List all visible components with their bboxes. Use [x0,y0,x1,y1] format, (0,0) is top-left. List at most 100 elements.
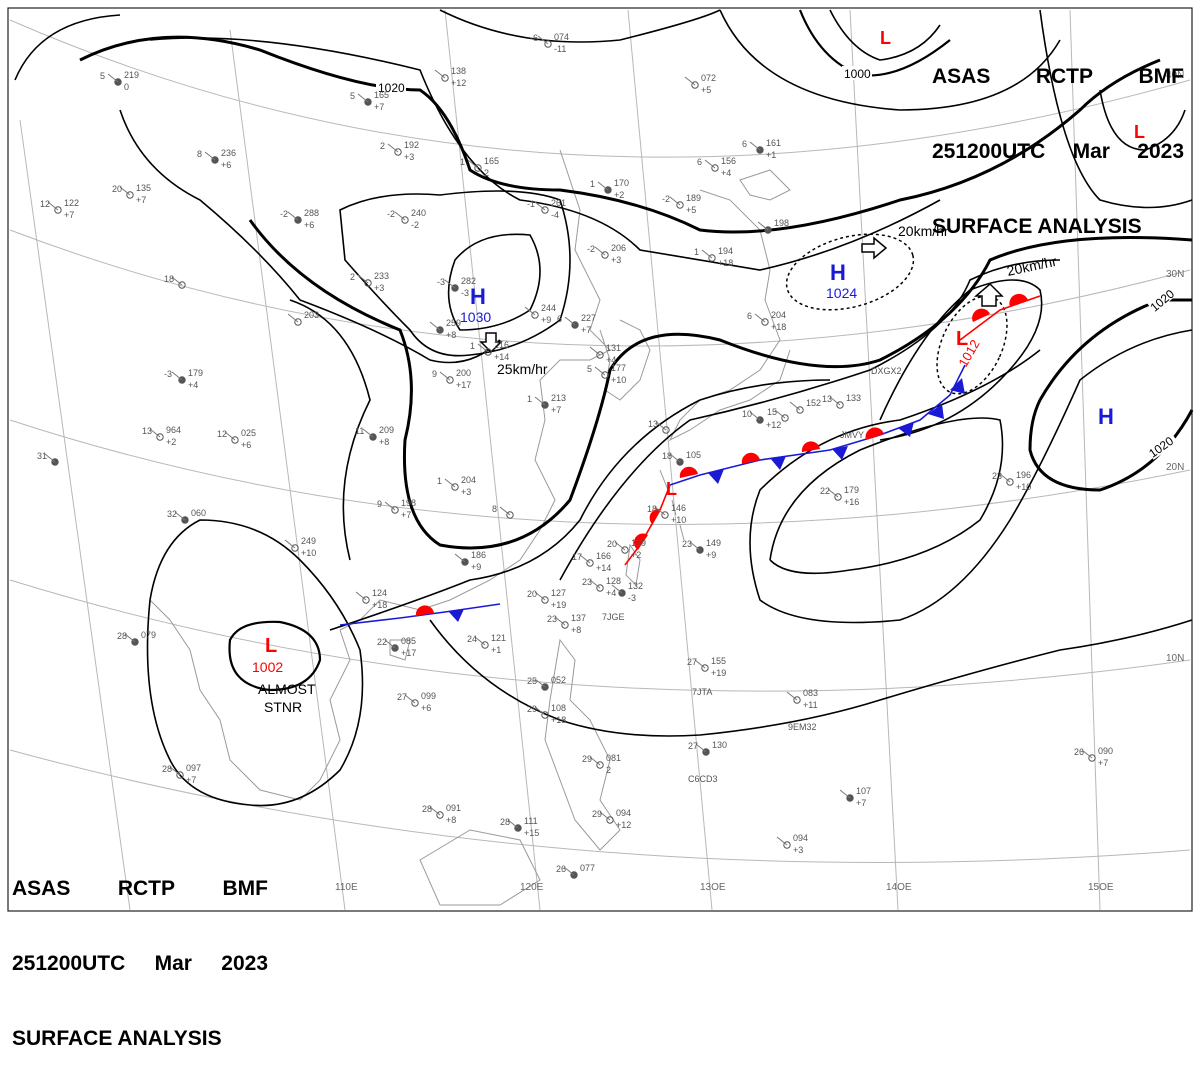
station-temperature: 28 [500,817,510,827]
station-pressure: 282 [461,276,476,286]
station-circle [586,559,594,567]
station-pressure: 111 [524,816,538,826]
station-model: 25 052 [527,675,566,691]
station-pressure: 156 [721,156,736,166]
station-pressure: 099 [421,691,436,701]
station-tendency: +6 [241,440,251,450]
cold-tri-6 [950,378,965,394]
wind-barb [149,428,161,438]
station-pressure: 179 [188,368,203,378]
station-pressure: 079 [141,630,156,640]
station-pressure: 216 [494,340,509,350]
motion-arrow-h1024 [861,236,888,260]
wind-barb [119,186,131,196]
station-temperature: 8 [492,504,497,514]
station-model: 6 227 +7 [557,313,596,335]
station-model: 20 135 +7 [112,183,151,205]
station-model: 13 [648,419,670,434]
station-temperature: 6 [747,311,752,321]
coast-hainan [389,639,411,661]
isobar-south-2 [329,379,831,631]
station-tendency: +10 [1016,482,1031,492]
station-circle [783,841,791,849]
isobar-pacific-big [749,329,1193,624]
wind-barb [107,73,119,83]
station-circle [54,206,62,214]
wind-barb [655,421,667,431]
station-circle [676,201,684,209]
wind-barb [387,143,399,153]
station-circle [484,348,492,356]
station-model: 203 [287,310,319,326]
parallel-0 [9,749,1191,863]
station-tendency: 2 [484,168,489,178]
station-pressure: 139 [631,538,646,548]
lon-label: 120E [520,882,544,893]
station-tendency: +3 [374,283,384,293]
station-circle [606,816,614,824]
wind-barb [789,401,801,411]
station-tendency: +4 [721,168,731,178]
station-tendency: +12 [616,820,631,830]
wind-barb [477,343,489,353]
title-station: ASAS [12,877,71,900]
wind-barb [171,276,183,286]
wind-barb [704,159,716,169]
isobar-low-ring [879,279,1043,441]
station-model: 20 139 +2 [607,538,646,560]
station-temperature: -2 [387,209,395,219]
parallel-40n [9,19,1191,158]
station-model: 8 [492,504,514,519]
station-pressure: 131 [606,343,621,353]
station-temperature: 1 [527,394,532,404]
wind-barb [524,306,536,316]
station-temperature: 18 [662,451,672,461]
title-product: SURFACE ANALYSIS [932,215,1142,238]
wind-barb [384,501,396,511]
station-temperature: 6 [697,157,702,167]
wind-barb [839,789,851,799]
low-north2-letter: L [1134,122,1145,142]
station-pressure: 236 [221,148,236,158]
station-model: 9 200 +17 [432,368,471,390]
isobar-north-arc3 [719,9,1061,111]
station-tendency: +10 [671,515,686,525]
station-pressure: 189 [686,193,701,203]
wind-barb [434,69,446,79]
station-model: 2 192 +3 [380,140,419,162]
station-model: 28 079 [117,630,156,646]
wind-barb [534,678,546,688]
station-temperature: 5 [350,91,355,101]
station-tendency: +7 [136,195,146,205]
station-model: 259+8 [429,318,461,340]
station-pressure: 196 [1016,470,1031,480]
station-model: 31 [37,451,59,466]
station-tendency: +2 [614,190,624,200]
station-model: 27 099 +6 [397,691,436,713]
wind-barb [429,806,441,816]
station-pressure: 227 [581,313,596,323]
station-temperature: 28 [422,804,432,814]
station-circle [708,254,716,262]
wind-barb [537,35,549,45]
station-temperature: 20 [527,589,537,599]
station-circle [394,148,402,156]
station-model: 29 108 +18 [527,703,566,725]
station-temperature: 13 [142,426,152,436]
station-model: -2 206 +3 [587,243,626,265]
station-tendency: +8 [571,625,581,635]
station-circle [156,433,164,441]
wind-barb [404,694,416,704]
station-pressure: 146 [671,503,686,513]
high-japan-sea-letter: H [830,260,846,285]
station-model: 1 216 +14 [470,340,509,362]
wind-barb [474,636,486,646]
motion-arrow-h1030 [479,332,503,354]
station-model: 28 111 +15 [500,816,539,838]
wind-barb [599,811,611,821]
dashed-contours [785,233,1008,395]
station-pressure: 204 [771,310,786,320]
station-model: 23 137 +8 [547,613,586,635]
station-model: 152 [789,398,821,414]
